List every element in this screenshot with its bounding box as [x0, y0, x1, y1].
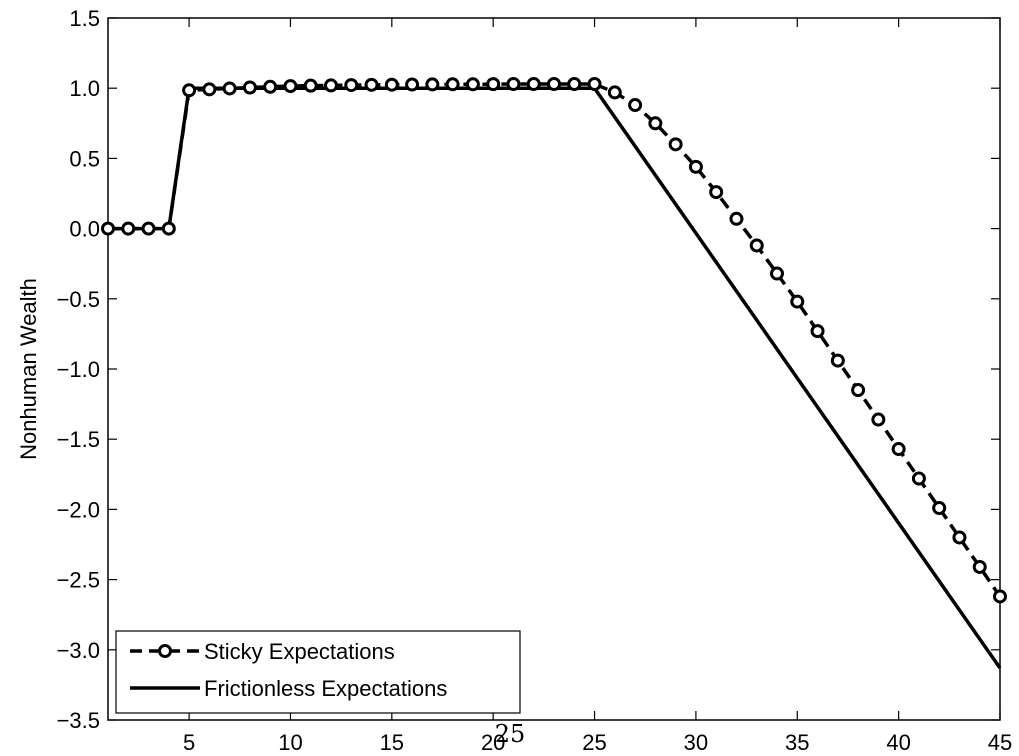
y-tick-label: −3.0: [57, 638, 100, 663]
series-sticky-point: [668, 137, 683, 152]
series-sticky-point: [547, 76, 561, 91]
x-tick-label: 45: [988, 730, 1012, 755]
series-sticky-point: [790, 294, 805, 309]
series-sticky-point: [465, 77, 480, 92]
series-sticky-point: [364, 77, 379, 92]
series-sticky-point: [101, 221, 115, 236]
series-sticky-point: [121, 221, 136, 236]
series-sticky-point: [486, 77, 501, 92]
y-tick-label: −0.5: [57, 287, 100, 312]
plot-area: [107, 17, 1001, 721]
series-sticky-point: [587, 76, 602, 91]
series-sticky-point: [911, 471, 926, 486]
series-sticky-point: [810, 324, 825, 339]
series-sticky-point: [445, 77, 460, 92]
y-axis-label: Nonhuman Wealth: [16, 278, 41, 460]
series-sticky-point: [506, 76, 521, 91]
legend-sticky-marker: [158, 644, 172, 658]
series-sticky-point: [526, 76, 541, 91]
axis-tick-labels: 5 10 15 20 25 30 35 40 45−3.5−3.0−2.5−2.0−1.5−1.…: [57, 6, 1013, 755]
x-tick-label: 35: [785, 730, 809, 755]
y-tick-label: 0.0: [69, 217, 100, 242]
series-sticky-point: [932, 500, 947, 515]
series-sticky-point: [709, 185, 724, 200]
legend-sticky-label: Sticky Expectations: [204, 639, 395, 664]
series-sticky-point: [648, 116, 663, 131]
x-tick-label: 25: [582, 730, 606, 755]
y-tick-label: −1.5: [57, 427, 100, 452]
series-sticky-point: [141, 221, 156, 236]
series-sticky-point: [161, 221, 176, 236]
series-sticky-point: [628, 98, 643, 113]
x-tick-label: 40: [886, 730, 910, 755]
legend-box: [115, 630, 521, 714]
series-sticky-point: [222, 81, 237, 96]
series-sticky-point: [871, 412, 886, 427]
y-tick-label: 1.5: [69, 6, 100, 31]
series-sticky-point: [242, 80, 257, 95]
series-sticky-point: [263, 79, 278, 94]
x-tick-label: 5: [183, 730, 195, 755]
legend-frictionless-label: Frictionless Expectations: [204, 676, 447, 701]
series-sticky-point: [567, 76, 582, 91]
x-tick-label: 30: [684, 730, 708, 755]
y-tick-label: −3.5: [57, 708, 100, 733]
y-tick-label: −2.0: [57, 497, 100, 522]
series-sticky-point: [952, 530, 967, 545]
series-sticky-point: [324, 78, 338, 93]
series-sticky-point: [182, 83, 197, 98]
series-sticky-point: [770, 266, 784, 281]
x-tick-label: 10: [278, 730, 302, 755]
series-sticky-point: [384, 77, 399, 92]
series-sticky-point: [851, 383, 866, 398]
series-layer: [101, 76, 1007, 670]
x-tick-label: 20: [481, 730, 505, 755]
series-sticky-point: [344, 78, 359, 93]
series-sticky-point: [405, 77, 420, 92]
page-number: 25: [495, 720, 526, 748]
series-sticky-point: [303, 78, 318, 93]
y-tick-label: 1.0: [69, 76, 100, 101]
series-sticky-point: [749, 238, 764, 253]
y-tick-label: −2.5: [57, 568, 100, 593]
series-sticky-point: [891, 442, 906, 457]
axis-ticks: [108, 17, 1001, 721]
series-sticky-point: [202, 82, 217, 97]
series-sticky-point: [283, 79, 298, 94]
series-sticky-point: [972, 559, 987, 574]
legend: Sticky Expectations Frictionless Expecta…: [115, 630, 521, 714]
series-sticky-point: [607, 85, 622, 100]
series-sticky-point: [993, 589, 1007, 604]
series-sticky-point: [729, 211, 744, 226]
series-sticky-point: [830, 353, 845, 368]
series-sticky-point: [425, 77, 440, 92]
x-tick-label: 15: [380, 730, 404, 755]
y-tick-label: −1.0: [57, 357, 100, 382]
y-tick-label: 0.5: [69, 146, 100, 171]
series-sticky-point: [688, 159, 703, 174]
